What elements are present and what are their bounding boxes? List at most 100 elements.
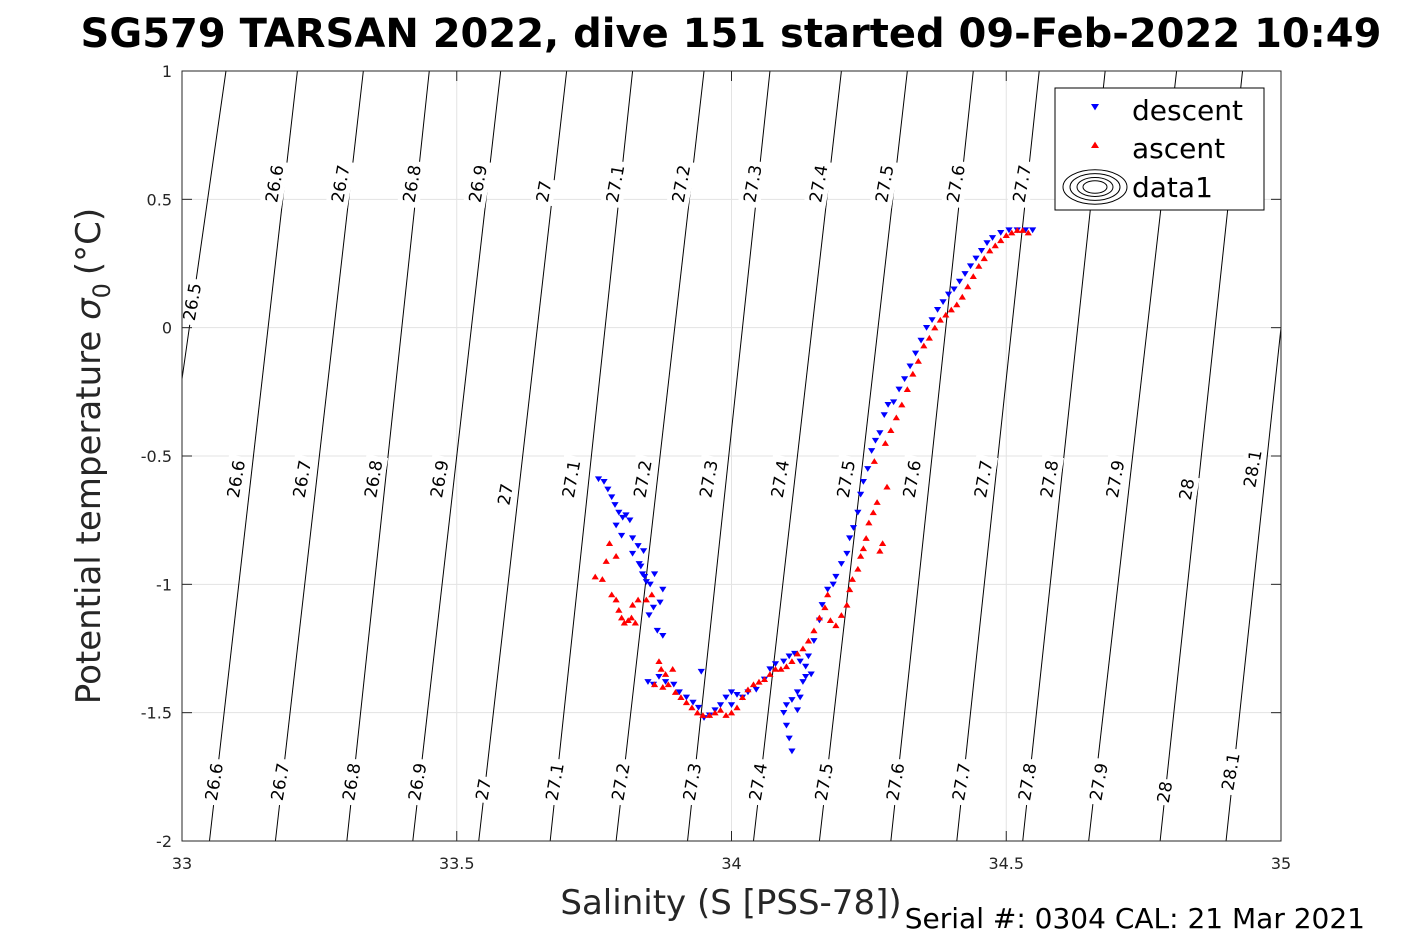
- descent-marker: [682, 694, 691, 701]
- isopycnal-label-bg: [765, 454, 795, 504]
- descent-marker: [661, 679, 670, 685]
- isopycnal-label: 27.5: [809, 757, 839, 807]
- isopycnal-label: 27.4: [743, 757, 773, 807]
- ascent-marker: [688, 704, 696, 711]
- descent-marker: [655, 674, 663, 680]
- isopycnal-label: 26.9: [402, 757, 433, 807]
- descent-marker: [799, 679, 807, 685]
- ascent-marker: [832, 622, 840, 629]
- isopycnal-label-bg: [1151, 777, 1178, 807]
- isopycnal-label-text: 27: [472, 777, 495, 802]
- descent-marker: [832, 573, 840, 580]
- descent-marker: [868, 448, 876, 454]
- descent-marker: [785, 653, 793, 660]
- descent-marker: [900, 376, 909, 383]
- ascent-marker: [898, 401, 906, 408]
- isopycnal-label-bg: [462, 159, 493, 209]
- descent-marker: [622, 512, 630, 519]
- descent-marker: [659, 586, 667, 593]
- isopycnal-label: 27.9: [1083, 757, 1114, 807]
- isopycnal-label-bg: [1100, 454, 1130, 504]
- descent-marker: [675, 689, 683, 696]
- descent-marker: [880, 412, 888, 418]
- descent-marker: [818, 602, 826, 608]
- isopycnal-label: 26.8: [396, 159, 427, 209]
- descent-marker: [697, 668, 705, 675]
- isopycnal-label: 27.1: [539, 757, 570, 807]
- descent-marker: [829, 581, 837, 588]
- ascent-marker: [655, 658, 663, 665]
- ascent-marker: [650, 681, 659, 688]
- y-axis-label-main: Potential temperature: [69, 331, 109, 704]
- chart-title: SG579 TARSAN 2022, dive 151 started 09-F…: [81, 11, 1382, 57]
- ascent-marker: [733, 704, 741, 711]
- legend-contour-icon: [1076, 177, 1114, 197]
- ascent-marker: [693, 709, 702, 716]
- ascent-marker: [627, 614, 636, 621]
- descent-marker: [637, 563, 645, 570]
- descent-marker: [1029, 227, 1037, 234]
- descent-marker: [890, 399, 898, 406]
- ascent-marker: [953, 301, 961, 308]
- isopycnal-label-bg: [402, 757, 433, 807]
- descent-marker: [785, 735, 793, 742]
- ascent-marker: [854, 565, 862, 572]
- descent-marker: [944, 291, 953, 298]
- isopycnal-label-bg: [325, 159, 356, 209]
- descent-marker: [604, 486, 612, 493]
- isopycnal-label: 28.1: [1237, 444, 1268, 494]
- descent-marker: [733, 692, 741, 698]
- isopycnal-label-bg: [693, 454, 724, 504]
- descent-marker: [859, 478, 867, 485]
- descent-marker: [997, 230, 1005, 236]
- ascent-marker: [788, 658, 796, 665]
- descent-marker: [802, 663, 810, 670]
- descent-marker: [955, 278, 964, 285]
- ascent-marker: [755, 678, 763, 685]
- descent-marker: [752, 686, 760, 693]
- ascent-marker: [975, 263, 983, 269]
- ascent-marker: [942, 311, 950, 318]
- ascent-marker: [760, 676, 769, 682]
- ascent-marker: [846, 586, 854, 593]
- isopycnal-label: 27.1: [556, 454, 586, 504]
- descent-marker: [854, 509, 862, 516]
- series-ascent: [591, 227, 1032, 718]
- ascent-marker: [642, 596, 650, 603]
- isopycnal-label-bg: [539, 757, 570, 807]
- ascent-marker: [869, 509, 877, 516]
- isopycnal-label-bg: [897, 454, 927, 504]
- ascent-marker: [892, 414, 900, 421]
- isopycnal-label: 26.7: [325, 159, 356, 209]
- y-tick-label: -1.5: [141, 704, 172, 723]
- isopycnal-26.5: [182, 71, 227, 383]
- legend-box: [1054, 87, 1265, 211]
- isopycnal-label-bg: [869, 159, 900, 209]
- y-axis-label-sigma: σ: [69, 297, 109, 320]
- ascent-marker: [986, 247, 994, 254]
- descent-marker: [646, 581, 654, 588]
- legend-contour-icon: [1062, 169, 1128, 205]
- isopycnal-label: 26.7: [287, 454, 317, 504]
- ascent-marker: [815, 614, 824, 621]
- ascent-marker: [591, 573, 599, 580]
- isopycnal-label-bg: [1006, 159, 1037, 209]
- descent-marker: [796, 694, 804, 701]
- isopycnal-label-text: 28: [1154, 780, 1177, 805]
- isopycnal-label-text: 27: [533, 179, 556, 204]
- isopycnal-label: 28: [1151, 777, 1178, 807]
- isopycnal-label: 27.8: [1012, 757, 1043, 807]
- isopycnal-label: 27.2: [627, 454, 658, 504]
- isopycnal-label: 26.6: [199, 757, 229, 807]
- isopycnal-label: 27.7: [946, 757, 977, 807]
- descent-marker: [611, 502, 619, 508]
- descent-marker: [600, 478, 608, 485]
- isopycnal-label: 27.5: [869, 159, 900, 209]
- ascent-marker: [879, 540, 887, 546]
- descent-marker: [626, 517, 634, 524]
- isopycnal-label-bg: [946, 757, 977, 807]
- descent-marker: [634, 543, 642, 549]
- isopycnal-label: 27.6: [880, 757, 911, 807]
- ascent-marker: [1024, 229, 1032, 236]
- ascent-marker: [964, 283, 972, 290]
